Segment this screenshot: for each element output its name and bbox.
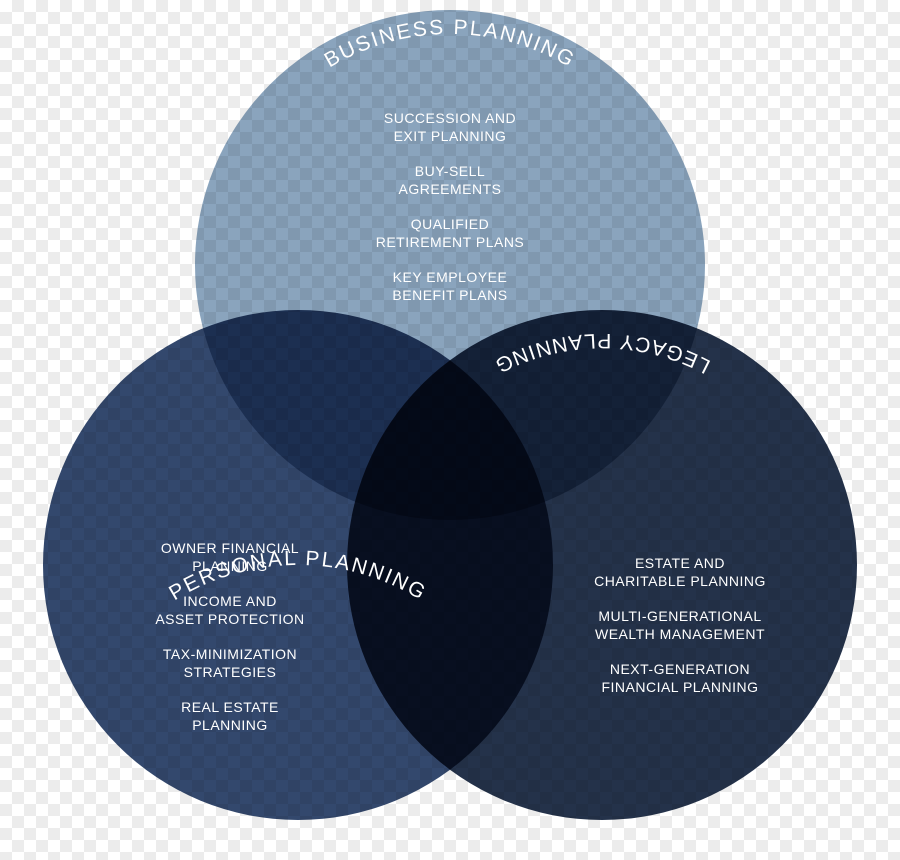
venn-item: TAX-MINIMIZATION STRATEGIES xyxy=(115,646,345,681)
venn-item: KEY EMPLOYEE BENEFIT PLANS xyxy=(330,269,570,304)
venn-diagram: BUSINESS PLANNING PERSONAL PLANNING LEGA… xyxy=(0,0,900,860)
venn-items-personal: OWNER FINANCIAL PLANNING INCOME AND ASSET… xyxy=(115,540,345,734)
venn-item: ESTATE AND CHARITABLE PLANNING xyxy=(555,555,805,590)
venn-item: REAL ESTATE PLANNING xyxy=(115,699,345,734)
venn-item: MULTI-GENERATIONAL WEALTH MANAGEMENT xyxy=(555,608,805,643)
venn-item: QUALIFIED RETIREMENT PLANS xyxy=(330,216,570,251)
venn-item: SUCCESSION AND EXIT PLANNING xyxy=(330,110,570,145)
venn-items-business: SUCCESSION AND EXIT PLANNING BUY-SELL AGR… xyxy=(330,110,570,304)
venn-items-legacy: ESTATE AND CHARITABLE PLANNING MULTI-GENE… xyxy=(555,555,805,696)
venn-item: OWNER FINANCIAL PLANNING xyxy=(115,540,345,575)
venn-item: INCOME AND ASSET PROTECTION xyxy=(115,593,345,628)
venn-item: BUY-SELL AGREEMENTS xyxy=(330,163,570,198)
venn-item: NEXT-GENERATION FINANCIAL PLANNING xyxy=(555,661,805,696)
